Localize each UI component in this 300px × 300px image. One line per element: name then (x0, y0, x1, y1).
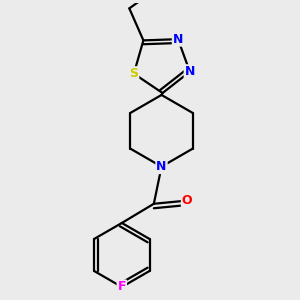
Text: S: S (129, 67, 138, 80)
Text: N: N (184, 65, 195, 78)
Text: O: O (182, 194, 192, 207)
Text: N: N (173, 33, 183, 46)
Text: N: N (156, 160, 167, 173)
Text: F: F (118, 280, 126, 293)
